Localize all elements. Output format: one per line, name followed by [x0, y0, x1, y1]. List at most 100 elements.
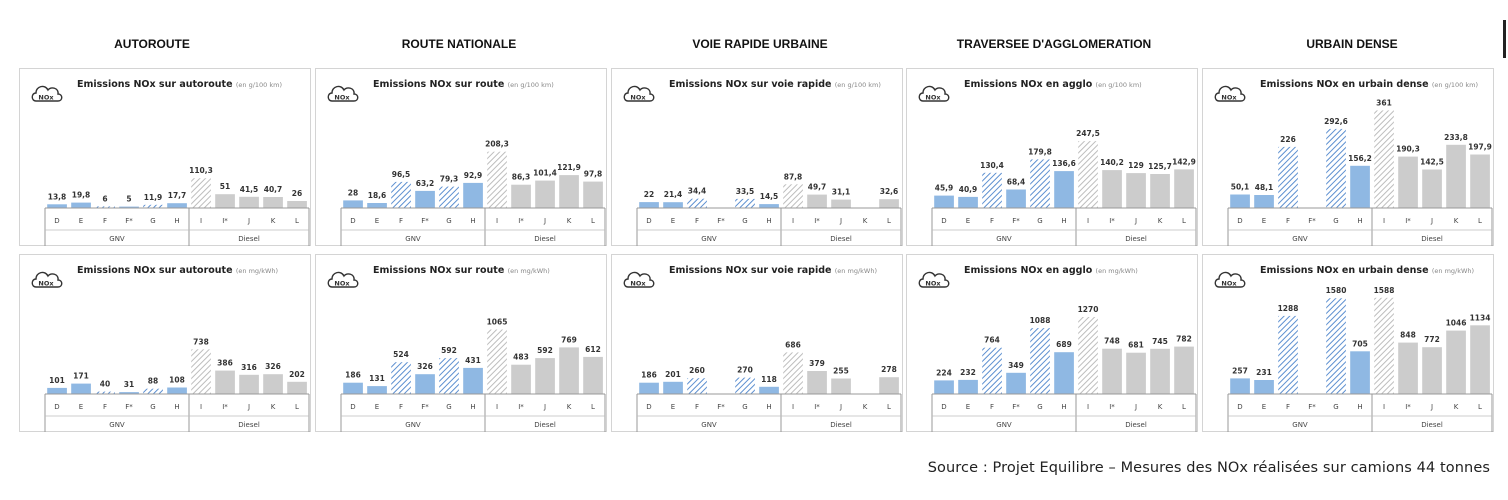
- tick-label: L: [295, 403, 299, 411]
- bar-g: [439, 358, 459, 394]
- bar-g: [1030, 159, 1050, 208]
- bar-h: [167, 387, 187, 394]
- data-label: 233,8: [1444, 133, 1468, 142]
- data-label: 848: [1400, 331, 1416, 340]
- bar-chart: NOx Emissions NOx sur autoroute (en g/100…: [31, 79, 310, 246]
- data-label: 6: [102, 194, 107, 203]
- bar-k: [263, 197, 283, 208]
- tick-label: F: [399, 403, 403, 411]
- data-label: 326: [265, 362, 281, 371]
- data-label: 11,9: [144, 193, 163, 202]
- data-label: 316: [241, 363, 257, 372]
- bar-i: [1078, 141, 1098, 208]
- bar-j: [535, 358, 555, 394]
- bar-h: [1054, 352, 1074, 394]
- bar-f-star: [1006, 372, 1026, 394]
- cloud-icon: NOx: [1214, 271, 1246, 288]
- data-label: 50,1: [1231, 183, 1250, 192]
- bar-f-star: [119, 392, 139, 394]
- tick-label: F: [990, 403, 994, 411]
- tick-label: F*: [421, 217, 429, 225]
- chart-title: Emissions NOx sur autoroute (en mg/kWh): [77, 265, 278, 276]
- tick-label: H: [174, 403, 179, 411]
- data-label: 136,6: [1052, 159, 1076, 168]
- bar-f: [1278, 146, 1298, 208]
- tick-label: I*: [814, 217, 820, 225]
- bar-j: [1422, 169, 1442, 208]
- data-label: 745: [1152, 337, 1168, 346]
- tick-label: I: [200, 403, 202, 411]
- bar-e: [367, 203, 387, 208]
- column-header-traversee-agglomeration: TRAVERSEE D'AGGLOMERATION: [956, 37, 1152, 51]
- bar-chart: NOx Emissions NOx sur route (en g/100 km)…: [327, 79, 606, 246]
- bar-e: [663, 202, 683, 208]
- bar-j: [1126, 173, 1146, 208]
- tick-label: F*: [125, 403, 133, 411]
- tick-label: E: [671, 217, 675, 225]
- bar-h: [463, 182, 483, 208]
- bar-f-star: [415, 190, 435, 208]
- data-label: 40: [100, 380, 110, 389]
- column-header-autoroute: AUTOROUTE: [114, 37, 190, 51]
- group-label-diesel: Diesel: [1421, 421, 1443, 429]
- data-label: 686: [785, 340, 801, 349]
- tick-label: G: [1037, 217, 1042, 225]
- data-label: 51: [220, 182, 230, 191]
- bar-d: [47, 204, 67, 208]
- tick-label: F*: [717, 403, 725, 411]
- group-label-gnv: GNV: [109, 421, 125, 429]
- data-label: 705: [1352, 339, 1368, 348]
- data-label: 45,9: [935, 184, 954, 193]
- bar-l: [583, 356, 603, 394]
- data-label: 1134: [1470, 313, 1491, 322]
- bar-i: [783, 184, 803, 208]
- data-label: 1088: [1030, 316, 1051, 325]
- tick-label: E: [966, 217, 970, 225]
- data-label: 41,5: [240, 185, 259, 194]
- tick-label: D: [350, 403, 355, 411]
- tick-label: F: [695, 217, 699, 225]
- data-label: 110,3: [189, 166, 213, 175]
- bar-g: [735, 198, 755, 208]
- tick-label: G: [1333, 403, 1338, 411]
- data-label: 18,6: [368, 191, 387, 200]
- data-label: 592: [441, 346, 457, 355]
- tick-label: F*: [1308, 403, 1316, 411]
- data-label: 121,9: [557, 163, 581, 172]
- icon-label: NOx: [1221, 280, 1237, 288]
- tick-label: D: [941, 403, 946, 411]
- data-label: 1580: [1326, 286, 1347, 295]
- bar-j: [831, 378, 851, 394]
- tick-label: E: [671, 403, 675, 411]
- bar-f: [982, 347, 1002, 394]
- data-label: 201: [665, 370, 681, 379]
- bar-l: [879, 377, 899, 394]
- bar-d: [639, 382, 659, 394]
- data-label: 5: [126, 195, 131, 204]
- tick-label: E: [1262, 217, 1266, 225]
- data-label: 79,3: [440, 175, 459, 184]
- bar-h: [1054, 171, 1074, 208]
- tick-label: I*: [518, 217, 524, 225]
- bar-i-star: [1398, 156, 1418, 208]
- data-label: 379: [809, 359, 825, 368]
- data-label: 101: [49, 376, 65, 385]
- chart-title: Emissions NOx sur route (en g/100 km): [373, 79, 554, 90]
- bar-k: [1446, 144, 1466, 208]
- tick-label: I: [496, 217, 498, 225]
- column-header-urbain-dense: URBAIN DENSE: [1306, 37, 1398, 51]
- icon-label: NOx: [334, 280, 350, 288]
- tick-label: J: [1134, 403, 1137, 411]
- data-label: 270: [737, 366, 753, 375]
- data-label: 22: [644, 190, 654, 199]
- tick-label: G: [742, 403, 747, 411]
- group-label-diesel: Diesel: [1125, 235, 1147, 243]
- data-label: 226: [1280, 135, 1296, 144]
- chart-title: Emissions NOx en agglo (en g/100 km): [964, 79, 1142, 90]
- tick-label: F: [695, 403, 699, 411]
- tick-label: D: [350, 217, 355, 225]
- bar-g: [1326, 298, 1346, 394]
- data-label: 764: [984, 336, 1000, 345]
- tick-label: K: [567, 403, 572, 411]
- tick-label: H: [470, 217, 475, 225]
